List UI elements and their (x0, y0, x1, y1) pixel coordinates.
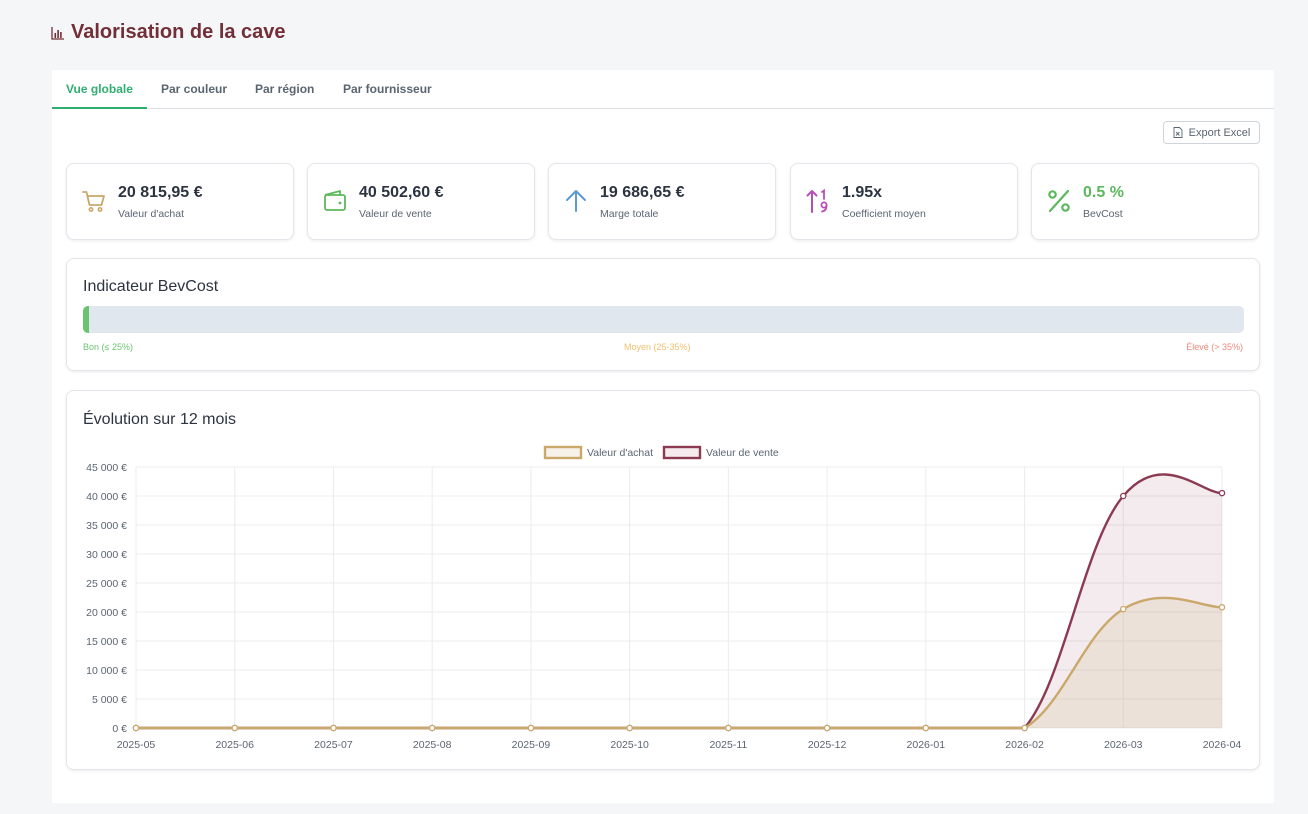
series-area (136, 597, 1222, 728)
bevcost-progress-track (83, 306, 1244, 333)
bevcost-scale-good: Bon (≤ 25%) (83, 342, 133, 352)
y-tick-label: 40 000 € (86, 491, 127, 503)
y-tick-label: 45 000 € (86, 462, 127, 474)
kpi-label: Valeur de vente (359, 208, 432, 220)
data-point (626, 724, 633, 732)
cart-icon (82, 191, 105, 212)
kpi-card-sale-value: 40 502,60 € Valeur de vente (307, 163, 535, 240)
kpi-value: 1.95x (842, 184, 883, 201)
x-tick-label: 2026-03 (1104, 739, 1143, 751)
x-tick-label: 2025-09 (512, 739, 551, 751)
kpi-card-total-margin: 19 686,65 € Marge totale (548, 163, 776, 240)
excel-file-icon (1173, 127, 1183, 138)
kpi-value: 19 686,65 € (600, 184, 685, 201)
legend-label: Valeur d'achat (587, 447, 653, 459)
data-point (527, 724, 535, 732)
y-tick-label: 15 000 € (86, 636, 127, 648)
y-tick-label: 35 000 € (86, 520, 127, 532)
evolution-chart-title: Évolution sur 12 mois (83, 411, 236, 428)
bevcost-scale-medium: Moyen (25-35%) (624, 342, 691, 352)
x-tick-label: 2025-08 (413, 739, 452, 751)
kpi-label: Coefficient moyen (842, 208, 926, 220)
tab-vue-globale[interactable]: Vue globale (52, 70, 147, 109)
legend-swatch (662, 445, 702, 460)
bevcost-indicator-card: Indicateur BevCost Bon (≤ 25%) Moyen (25… (66, 258, 1260, 371)
bevcost-progress-fill (83, 306, 89, 333)
wallet-icon (324, 190, 346, 211)
bar-chart-icon (51, 26, 64, 40)
data-point (1218, 489, 1226, 497)
data-point (725, 724, 732, 732)
kpi-value: 40 502,60 € (359, 184, 444, 201)
evolution-line-chart: 0 € 5 000 € 10 000 € 15 000 € 20 000 € 25 000… (86, 445, 1242, 751)
x-tick-label: 2025-12 (808, 739, 847, 751)
data-point (1120, 492, 1127, 500)
data-point (231, 724, 238, 732)
kpi-value: 0.5 % (1083, 184, 1124, 201)
tab-par-region[interactable]: Par région (255, 82, 315, 96)
main-panel: Vue globale Par couleur Par région Par f… (52, 70, 1274, 803)
series-area (136, 474, 1222, 728)
bevcost-indicator-title: Indicateur BevCost (83, 278, 219, 295)
page-title-text: Valorisation de la cave (71, 21, 286, 43)
kpi-card-bevcost: 0.5 % BevCost (1031, 163, 1259, 240)
export-excel-label: Export Excel (1188, 126, 1251, 139)
legend-label: Valeur de vente (706, 447, 779, 459)
y-tick-label: 10 000 € (86, 665, 127, 677)
y-tick-label: 0 € (112, 723, 127, 735)
x-tick-label: 2026-01 (907, 739, 946, 751)
data-point (1120, 605, 1127, 613)
x-tick-label: 2025-05 (117, 739, 156, 751)
y-tick-label: 30 000 € (86, 549, 127, 561)
y-tick-label: 20 000 € (86, 607, 127, 619)
arrow-up-icon (566, 190, 586, 212)
tab-bar: Vue globale Par couleur Par région Par f… (52, 70, 1274, 109)
data-point (428, 724, 436, 732)
x-tick-label: 2026-02 (1005, 739, 1044, 751)
data-point (132, 724, 140, 732)
data-point (823, 724, 831, 732)
evolution-chart-card: Évolution sur 12 mois 0 € 5 000 € 10 000 €… (66, 390, 1260, 770)
tab-par-couleur[interactable]: Par couleur (161, 82, 228, 96)
series-line (135, 596, 1223, 730)
y-tick-label: 25 000 € (86, 578, 127, 590)
bevcost-scale-high: Élevé (> 35%) (1186, 342, 1243, 352)
page-title: Valorisation de la cave (51, 21, 286, 44)
x-tick-label: 2025-07 (314, 739, 353, 751)
data-point (922, 724, 930, 732)
sort-numeric-icon (806, 188, 828, 213)
x-tick-label: 2025-06 (215, 739, 254, 751)
y-tick-label: 5 000 € (92, 694, 127, 706)
x-tick-label: 2025-10 (610, 739, 649, 751)
kpi-card-average-coefficient: 1.95x Coefficient moyen (790, 163, 1018, 240)
data-point (1021, 724, 1028, 732)
data-point (330, 724, 337, 732)
export-excel-button[interactable]: Export Excel (1163, 121, 1260, 144)
kpi-label: Marge totale (600, 208, 659, 220)
tab-par-fournisseur[interactable]: Par fournisseur (343, 82, 432, 96)
kpi-card-purchase-value: 20 815,95 € Valeur d'achat (66, 163, 294, 240)
legend-swatch (543, 445, 583, 460)
kpi-value: 20 815,95 € (118, 184, 203, 201)
data-point (1218, 604, 1226, 611)
percent-icon (1048, 189, 1070, 213)
x-tick-label: 2026-04 (1203, 739, 1242, 751)
kpi-label: Valeur d'achat (118, 208, 185, 220)
kpi-label: BevCost (1083, 208, 1123, 220)
x-tick-label: 2025-11 (709, 739, 747, 751)
